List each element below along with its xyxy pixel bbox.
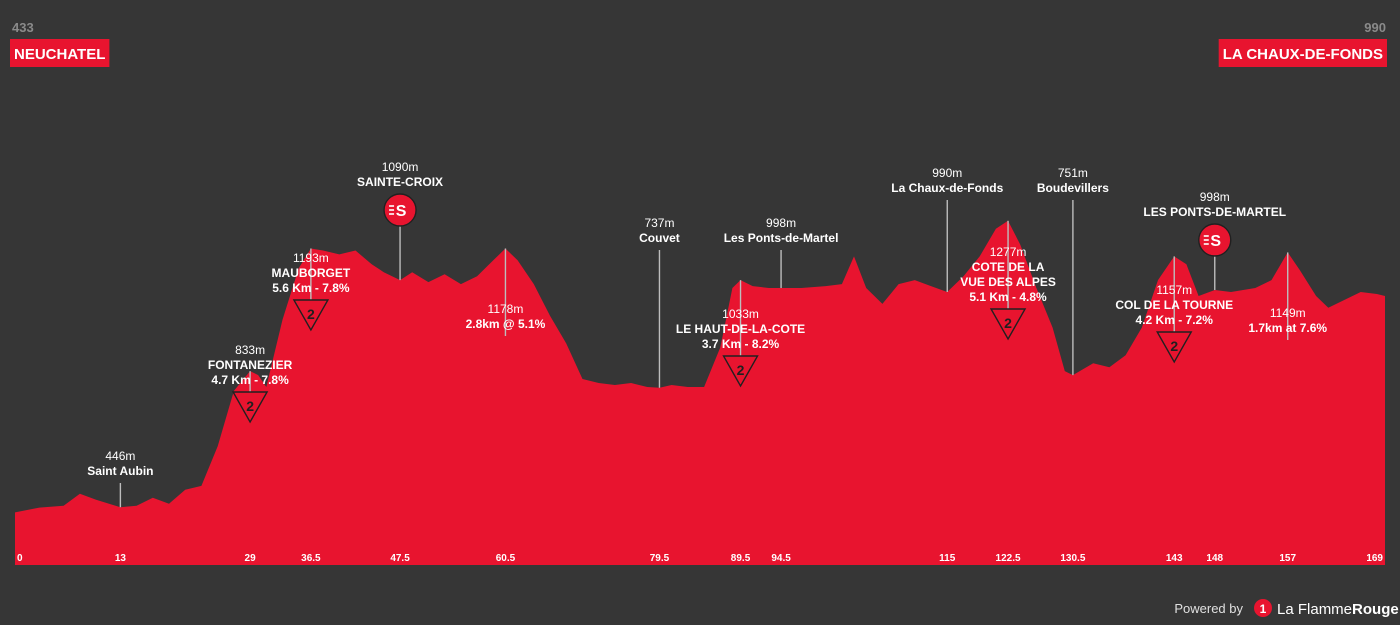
pin-altitude-label: 1033m [722, 307, 759, 321]
km-labels: 0 13 29 36.5 47.5 60.5 79.5 89.5 94.5 115 122.5 130… [17, 553, 1383, 564]
pin-name-label: 3.7 Km - 8.2% [702, 337, 780, 351]
pin-name-label: MAUBORGET [272, 266, 351, 280]
logo-glyph: 1 [1260, 602, 1267, 616]
km-tick-label: 13 [115, 553, 127, 564]
brand-second: Rouge [1352, 601, 1399, 618]
pin-name-label: 4.7 Km - 7.8% [211, 373, 289, 387]
km-tick-label: 36.5 [301, 553, 321, 564]
km-tick-label: 94.5 [771, 553, 791, 564]
pin-altitude-label: 998m [766, 216, 796, 230]
pin-altitude-label: 998m [1200, 190, 1230, 204]
km-tick-label: 0 [17, 553, 23, 564]
finish-name-badge [1218, 39, 1387, 67]
pin-altitude-label: 1149m [1270, 306, 1306, 320]
finish-name: LA CHAUX-DE-FONDS [1223, 46, 1383, 63]
pin-name-label: La Chaux-de-Fonds [891, 181, 1003, 195]
kom-category-marker-icon [722, 355, 759, 388]
pin-altitude-label: 1193m [293, 251, 329, 265]
pin-name-label: LE HAUT-DE-LA-COTE [676, 322, 805, 336]
pin-altitude-label: 446m [105, 449, 135, 463]
sprint-marker-icon [383, 193, 417, 227]
pin-altitude-label: 1157m [1156, 283, 1192, 297]
pin-name-label: COTE DE LA [972, 260, 1045, 274]
pin-name-label: 2.8km @ 5.1% [466, 317, 546, 331]
finish-header: 990 LA CHAUX-DE-FONDS [1218, 20, 1387, 67]
km-tick-label: 130.5 [1060, 553, 1085, 564]
pin-name-label: Boudevillers [1037, 181, 1109, 195]
kom-category-marker-icon [231, 391, 269, 424]
start-header: 433 NEUCHATEL [10, 20, 110, 67]
pin-name-label: 5.1 Km - 4.8% [969, 290, 1047, 304]
pin-altitude-label: 1090m [382, 160, 419, 174]
pin-name-label: Couvet [639, 231, 680, 245]
km-tick-label: 79.5 [650, 553, 670, 564]
km-tick-label: 29 [245, 553, 257, 564]
pin-name-label: COL DE LA TOURNE [1115, 298, 1233, 312]
pin-name-label: VUE DES ALPES [960, 275, 1056, 289]
kom-category-marker-icon [292, 299, 330, 332]
pin-name-label: SAINTE-CROIX [357, 175, 443, 189]
km-tick-label: 157 [1279, 553, 1296, 564]
sprint-marker-glyph: S [396, 203, 407, 220]
pin-altitude-label: 1178m [488, 302, 524, 316]
footer: Powered by 1 La FlammeRouge [1174, 599, 1399, 618]
start-name: NEUCHATEL [14, 46, 105, 63]
pin-name-label: 5.6 Km - 7.8% [272, 281, 350, 295]
pin-altitude-label: 1277m [990, 245, 1027, 259]
kom-category-number: 2 [246, 398, 254, 414]
start-altitude: 433 [12, 20, 34, 35]
kom-category-number: 2 [1170, 338, 1178, 354]
km-tick-label: 47.5 [390, 553, 410, 564]
finish-altitude: 990 [1364, 20, 1386, 35]
pin-name-label: LES PONTS-DE-MARTEL [1143, 205, 1286, 219]
pin-altitude-label: 751m [1058, 166, 1088, 180]
km-tick-label: 122.5 [996, 553, 1021, 564]
brand-name: La FlammeRouge [1277, 601, 1399, 618]
pin-name-label: Saint Aubin [87, 464, 153, 478]
km-tick-label: 89.5 [731, 553, 751, 564]
km-tick-label: 60.5 [496, 553, 516, 564]
laflammerouge-logo-icon: 1 [1254, 599, 1272, 617]
kom-category-number: 2 [737, 362, 745, 378]
pin-name-label: 4.2 Km - 7.2% [1136, 313, 1214, 327]
sprint-marker-glyph: S [1210, 233, 1221, 250]
start-name-badge [10, 39, 110, 67]
kom-category-number: 2 [1004, 315, 1012, 331]
kom-category-marker-icon [989, 308, 1027, 341]
km-tick-label: 169 [1366, 553, 1383, 564]
pin-name-label: FONTANEZIER [208, 358, 293, 372]
powered-by-text: Powered by [1174, 601, 1243, 616]
pin-name-label: 1.7km at 7.6% [1248, 321, 1327, 335]
pin-name-label: Les Ponts-de-Martel [724, 231, 839, 245]
km-tick-label: 115 [939, 553, 956, 564]
pin-altitude-label: 833m [235, 343, 265, 357]
kom-category-marker-icon [1156, 331, 1193, 364]
pin-altitude-label: 990m [932, 166, 962, 180]
elevation-profile-area [15, 220, 1385, 566]
km-tick-label: 148 [1206, 553, 1223, 564]
sprint-marker-icon [1198, 223, 1232, 257]
km-tick-label: 143 [1166, 553, 1183, 564]
brand-first: La Flamme [1277, 601, 1352, 618]
kom-category-number: 2 [307, 306, 315, 322]
pin-altitude-label: 737m [644, 216, 674, 230]
